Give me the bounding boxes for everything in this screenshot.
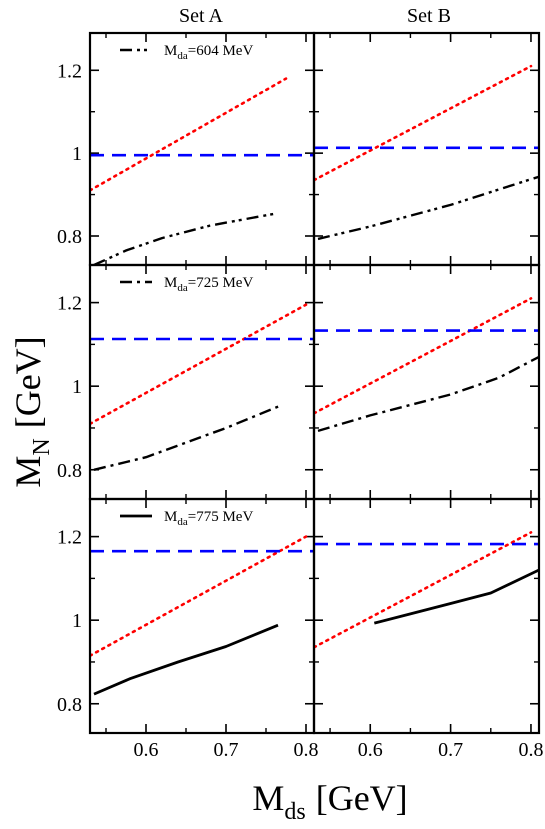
y-axis-label-sub: N: [29, 438, 55, 455]
legend-label-value: =725 MeV: [188, 275, 254, 291]
y-tick-label: 1: [72, 376, 82, 398]
x-tick-label: 0.6: [358, 739, 383, 761]
series-line-dashdotdot: [93, 212, 279, 265]
legend-label-value: =775 MeV: [188, 509, 254, 525]
legend-label-main: M: [164, 509, 177, 525]
panel-series-group: [314, 531, 539, 649]
series-line-dashdotdot: [317, 175, 539, 241]
y-tick-label: 1: [72, 143, 82, 165]
x-tick-label: 0.8: [518, 739, 543, 761]
legend-label: Mda=725 MeV: [164, 275, 253, 294]
x-axis-label-main: M: [252, 778, 284, 818]
x-tick-label: 0.7: [214, 739, 239, 761]
series-line-dotted: [90, 303, 308, 426]
y-tick-label: 1.2: [57, 527, 82, 549]
series-line-dotted: [90, 77, 288, 192]
series-line-solid: [373, 568, 539, 625]
y-tick-label: 1.2: [57, 60, 82, 82]
legend-label-sub: da: [177, 50, 188, 62]
panel-r0-c1: [312, 31, 541, 267]
series-line-dotted: [314, 297, 533, 415]
panel-frame: [88, 263, 316, 501]
legend-label: Mda=775 MeV: [164, 509, 253, 528]
svg-text:Mds[GeV]: Mds [GeV]: [252, 778, 407, 825]
legend-label-value: =604 MeV: [188, 43, 254, 59]
y-axis-label-main: M: [8, 456, 48, 488]
y-axis-label: MN [GeV]: [8, 336, 55, 487]
x-axis-label-unit: [GeV]: [316, 778, 408, 818]
x-tick-label: 0.8: [294, 739, 319, 761]
y-tick-label: 0.8: [57, 694, 82, 716]
series-line-solid: [93, 623, 279, 696]
column-title-set-b: Set B: [407, 5, 451, 27]
y-tick-label: 0.8: [57, 460, 82, 482]
panel-frame: [88, 31, 316, 267]
legend-label-main: M: [164, 43, 177, 59]
panel-frame: [312, 497, 541, 735]
series-line-dashdot: [93, 403, 283, 471]
y-tick-label: 0.8: [57, 226, 82, 248]
panel-r2-c0: Mda=775 MeV 0.8 1 1.2 0.6 0.7 0.8: [57, 497, 319, 761]
x-axis-label-sub: ds: [284, 799, 305, 825]
x-axis-label: Mds [GeV]: [252, 778, 407, 825]
legend: Mda=775 MeV: [120, 509, 253, 528]
x-tick-label: 0.6: [134, 739, 159, 761]
legend-label-sub: da: [177, 516, 188, 528]
y-tick-label: 1.2: [57, 293, 82, 315]
legend: Mda=725 MeV: [120, 275, 253, 294]
svg-text:MN[GeV]: MN [GeV]: [8, 336, 55, 487]
panel-r0-c0: Mda=604 MeV 0.8 1 1.2: [57, 31, 316, 267]
panel-series-group: [314, 64, 539, 241]
series-line-dashdot: [317, 355, 539, 433]
legend-label: Mda=604 MeV: [164, 43, 253, 62]
panel-frame: [88, 497, 316, 735]
panel-r1-c1: [312, 263, 541, 501]
y-axis-label-unit: [GeV]: [8, 336, 48, 428]
panel-series-group: [90, 535, 314, 696]
panel-series-group: [314, 297, 539, 433]
panel-frame: [312, 263, 541, 501]
column-title-set-a: Set A: [179, 5, 223, 27]
panel-series-group: [90, 77, 314, 265]
legend-label-sub: da: [177, 282, 188, 294]
y-tick-label: 1: [72, 610, 82, 632]
legend: Mda=604 MeV: [120, 43, 253, 62]
series-line-dotted: [314, 531, 533, 649]
x-tick-label: 0.7: [438, 739, 463, 761]
series-line-dotted: [314, 64, 533, 182]
panel-r2-c1: 0.6 0.7 0.8: [312, 497, 543, 761]
panel-series-group: [90, 303, 314, 471]
panel-r1-c0: Mda=725 MeV 0.8 1 1.2: [57, 263, 316, 501]
series-line-dotted: [90, 535, 308, 657]
legend-label-main: M: [164, 275, 177, 291]
